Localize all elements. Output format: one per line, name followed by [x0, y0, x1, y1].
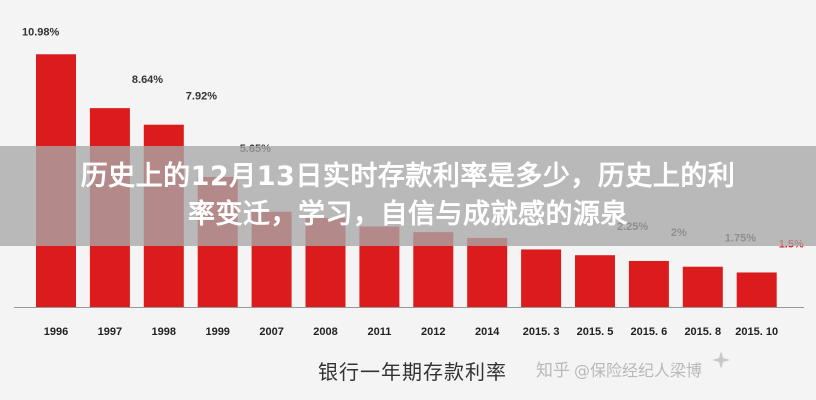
banner-title: 历史上的12月13日实时存款利率是多少，历史上的利 率变迁，学习，自信与成就感的… [48, 158, 768, 234]
data-label: 8.64% [132, 74, 163, 86]
x-tick-label: 2014 [475, 326, 500, 338]
x-tick-labels-group: 1996 1997 1998 1999 2007 2008 2011 2012 2014 2015… [44, 326, 778, 338]
x-tick-label: 2011 [367, 326, 391, 338]
x-tick-label: 2008 [313, 326, 337, 338]
x-axis-title: 银行一年期存款利率 [318, 360, 507, 384]
bar-2015-10 [736, 272, 777, 307]
bar-2015-8 [682, 266, 723, 307]
x-tick-label: 2015. 10 [735, 326, 778, 338]
x-tick-label: 1999 [205, 326, 229, 338]
x-tick-label: 1997 [98, 326, 122, 338]
bar-2015-5 [575, 255, 615, 307]
watermark-author: @保险经纪人梁博 [574, 360, 703, 380]
banner-title-line1: 历史上的12月13日实时存款利率是多少，历史上的利 [80, 161, 736, 192]
watermark: 知乎 @保险经纪人梁博 [536, 351, 730, 381]
bar-2014 [467, 237, 508, 307]
data-label: 7.92% [186, 91, 217, 103]
x-tick-label: 1998 [152, 326, 176, 338]
watermark-site: 知乎 [536, 361, 570, 381]
x-tick-label: 2015. 6 [631, 326, 668, 338]
x-tick-label: 2015. 3 [523, 326, 560, 338]
x-tick-label: 2015. 5 [577, 326, 614, 338]
x-tick-label: 2007 [259, 326, 283, 338]
bar-2015-3 [521, 249, 562, 307]
data-label: 10.98% [22, 26, 60, 38]
x-tick-label: 1996 [44, 326, 68, 338]
bar-2015-6 [628, 260, 669, 307]
x-tick-label: 2012 [421, 326, 445, 338]
x-tick-label: 2015. 8 [684, 326, 721, 338]
title-banner: 历史上的12月13日实时存款利率是多少，历史上的利 率变迁，学习，自信与成就感的… [0, 146, 816, 246]
sparkle-icon [712, 351, 730, 369]
banner-title-line2: 率变迁，学习，自信与成就感的源泉 [188, 199, 628, 230]
